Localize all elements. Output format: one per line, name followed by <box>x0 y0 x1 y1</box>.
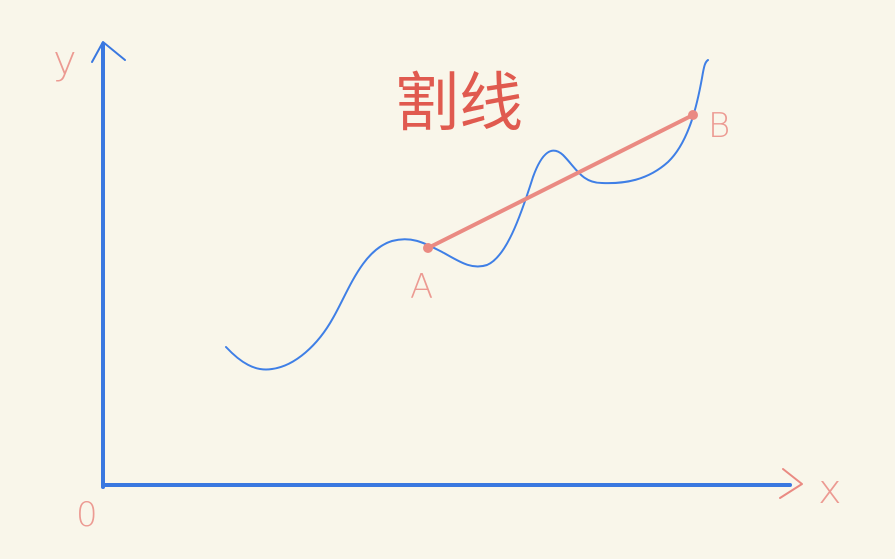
y-axis-arrow <box>91 41 126 63</box>
y-axis-label: y <box>53 38 77 84</box>
point-a-label: A <box>410 267 433 307</box>
diagram-title: 割线 <box>395 67 523 141</box>
x-axis-arrow <box>779 468 803 499</box>
point-b-label: B <box>708 106 730 146</box>
x-axis-label: x <box>818 467 842 513</box>
secant-line <box>426 113 695 250</box>
point-b <box>688 110 698 120</box>
origin-label: 0 <box>76 495 98 535</box>
point-a <box>423 243 433 253</box>
function-curve <box>225 59 709 371</box>
